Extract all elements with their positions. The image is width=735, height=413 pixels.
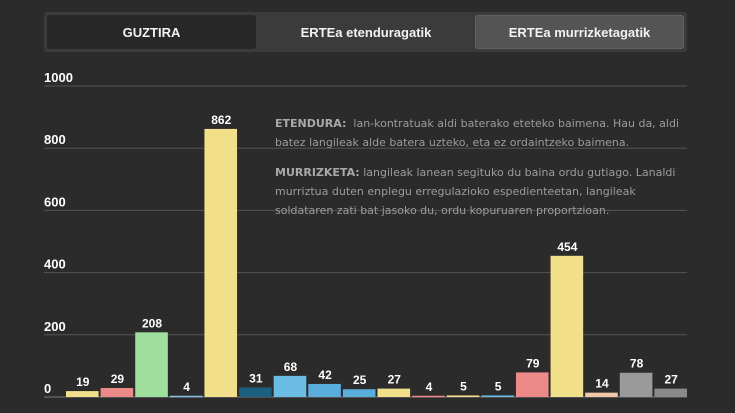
data-label: 454 <box>557 240 577 254</box>
data-label: 29 <box>111 372 125 386</box>
bar <box>273 375 307 397</box>
data-label: 5 <box>460 379 467 393</box>
y-tick-label: 200 <box>44 319 66 334</box>
data-label: 19 <box>76 375 90 389</box>
tab-guztira[interactable]: GUZTIRA <box>47 15 256 49</box>
data-label: 27 <box>665 373 679 387</box>
bar <box>377 388 411 397</box>
bar <box>135 332 168 397</box>
data-label: 78 <box>630 357 644 371</box>
bar <box>446 395 480 397</box>
info-panel: ETENDURA: lan-kontratuak aldi baterako e… <box>275 114 687 231</box>
murrizketa-text: langileak lanean segituko du baina ordu … <box>275 166 676 217</box>
etendura-term: ETENDURA: <box>275 117 347 130</box>
bar <box>654 388 687 397</box>
data-label: 68 <box>284 360 298 374</box>
data-label: 14 <box>595 377 609 391</box>
data-label: 31 <box>249 371 263 385</box>
data-label: 4 <box>183 380 190 394</box>
bar <box>239 387 272 397</box>
data-label: 4 <box>426 380 433 394</box>
bar <box>550 255 584 397</box>
bar <box>585 392 618 397</box>
data-label: 42 <box>318 368 332 382</box>
bar <box>342 389 376 397</box>
murrizketa-term: MURRIZKETA: <box>275 166 360 179</box>
y-tick-label: 600 <box>44 194 66 209</box>
bar <box>100 387 134 397</box>
bar <box>204 128 238 397</box>
bar <box>515 372 549 397</box>
etendura-definition: ETENDURA: lan-kontratuak aldi baterako e… <box>275 114 687 152</box>
tab-erte-etendura[interactable]: ERTEa etenduragatik <box>300 24 432 40</box>
bar <box>481 395 514 397</box>
bar <box>66 391 99 397</box>
bar <box>169 395 203 398</box>
data-label: 79 <box>526 356 540 370</box>
bar <box>308 383 341 397</box>
data-label: 27 <box>388 373 402 387</box>
etendura-text: lan-kontratuak aldi baterako eteteko bai… <box>275 117 680 149</box>
data-label: 208 <box>142 316 162 330</box>
tab-bar: GUZTIRA ERTEa etenduragatik ERTEa murriz… <box>44 12 687 52</box>
bar <box>412 395 445 398</box>
data-label: 25 <box>353 373 367 387</box>
tab-erte-murrizketa[interactable]: ERTEa murrizketagatik <box>475 15 684 49</box>
y-tick-label: 0 <box>44 381 51 396</box>
y-tick-label: 800 <box>44 132 66 147</box>
data-label: 5 <box>495 379 502 393</box>
y-tick-label: 1000 <box>44 70 73 85</box>
y-tick-label: 400 <box>44 257 66 272</box>
bar <box>619 372 653 397</box>
murrizketa-definition: MURRIZKETA: langileak lanean segituko du… <box>275 163 687 220</box>
data-label: 862 <box>211 113 231 127</box>
